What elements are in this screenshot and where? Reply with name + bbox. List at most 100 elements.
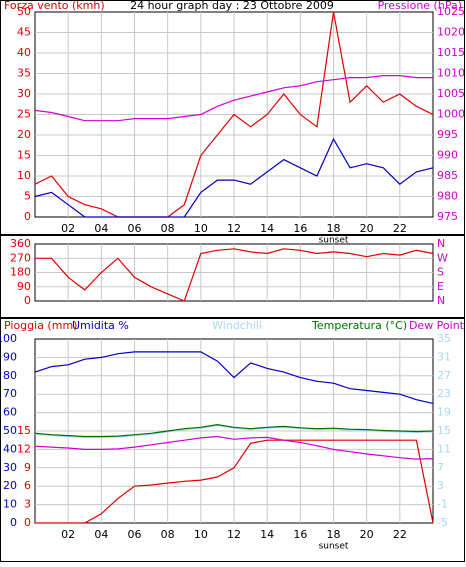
x-tick-label: 22 [393,222,407,235]
x-tick-label: 10 [194,528,208,541]
x-tick-label: 18 [327,528,341,541]
y2-tick-label: -5 [437,516,448,529]
y3-tick-label: 12 [17,442,31,455]
x-tick-label: 12 [227,222,241,235]
y2-tick-label: 1000 [437,108,465,121]
y2-tick-label: 980 [437,190,458,203]
y2-tick-label: 995 [437,128,458,141]
y-tick-label: 40 [3,442,17,455]
y-tick-label: 80 [3,369,17,382]
y3-tick-label: 15 [17,424,31,437]
y-tick-label: 70 [3,387,17,400]
y2-tick-label: 31 [437,350,451,363]
x-tick-label: 02 [61,528,75,541]
legend-entry: Dew Point [409,319,465,332]
x-tick-label: 10 [194,222,208,235]
series-line [35,248,434,302]
y2-tick-label: 990 [437,149,458,162]
y2-tick-label: 27 [437,369,451,382]
y2-tick-label: 19 [437,406,451,419]
y2-tick-label: 35 [437,332,451,345]
y2-tick-label: 985 [437,169,458,182]
y-tick-label: 60 [3,406,17,419]
y-tick-label: 15 [17,149,31,162]
y2-tick-label: 1005 [437,87,465,100]
y2-tick-label: 23 [437,387,451,400]
x-tick-label: 08 [161,222,175,235]
x-tick-label: 18 [327,222,341,235]
y-tick-label: 50 [17,5,31,18]
y-tick-label: 0 [24,294,31,307]
y2-tick-label: 1015 [437,46,465,59]
x-tick-label: 06 [128,528,142,541]
legend-entry: Temperatura (°C) [311,319,407,332]
series-line [35,439,434,524]
legend-entry: Umidita % [72,319,129,332]
y2-tick-label: 975 [437,210,458,223]
y-tick-label: 5 [24,190,31,203]
y2-tick-label: -1 [437,498,448,511]
y2-tick-label: E [437,280,444,293]
y-tick-label: 30 [3,461,17,474]
y-tick-label: 270 [10,251,31,264]
y-tick-label: 10 [17,169,31,182]
x-tick-label: 16 [293,222,307,235]
x-tick-label: 20 [360,222,374,235]
y-tick-label: 360 [10,237,31,250]
x-tick-label: 16 [293,528,307,541]
legend-entry: Windchill [212,319,262,332]
y-tick-label: 90 [17,280,31,293]
y-axis-label: Forza vento (kmh) [4,0,105,12]
x-tick-label: 08 [161,528,175,541]
y-tick-label: 25 [17,108,31,121]
x-tick-label: 12 [227,528,241,541]
x-tick-label: 04 [94,222,108,235]
x-tick-label: 14 [260,222,274,235]
y2-tick-label: S [437,266,444,279]
y-tick-label: 45 [17,26,31,39]
x-tick-label: 04 [94,528,108,541]
y-tick-label: 50 [3,424,17,437]
y-tick-label: 0 [24,210,31,223]
y2-tick-label: N [437,237,445,250]
y2-tick-label: 11 [437,442,451,455]
y-tick-label: 30 [17,87,31,100]
series-line [34,423,434,438]
chart-title: 24 hour graph day : 23 Ottobre 2009 [130,0,334,12]
series-line [34,435,434,460]
y-tick-label: 0 [10,516,17,529]
y3-tick-label: 9 [24,461,31,474]
y3-tick-label: 0 [24,516,31,529]
y3-tick-label: 6 [24,479,31,492]
series-line [34,11,434,218]
series-line [34,137,434,218]
y-tick-label: 100 [0,332,17,345]
annotation: sunset [319,542,349,552]
y-tick-label: 40 [17,46,31,59]
y-tick-label: 20 [17,128,31,141]
y2-tick-label: 1010 [437,67,465,80]
x-tick-label: 02 [61,222,75,235]
y-tick-label: 180 [10,266,31,279]
annotation: sunset [319,236,349,246]
y-tick-label: 10 [3,498,17,511]
x-tick-label: 14 [260,528,274,541]
y2-tick-label: 15 [437,424,451,437]
series-line [34,351,434,404]
y-tick-label: 20 [3,479,17,492]
series-line [34,75,433,122]
x-tick-label: 06 [128,222,142,235]
y2-tick-label: 3 [437,479,444,492]
y2-tick-label: W [437,251,448,264]
y2-tick-label: 7 [437,461,444,474]
y2-tick-label: 1020 [437,26,465,39]
legend-entry: Pioggia (mm) [4,319,77,332]
series-line [34,424,434,438]
y-tick-label: 35 [17,67,31,80]
x-tick-label: 22 [393,528,407,541]
y3-tick-label: 3 [24,498,31,511]
y2-axis-label: Pressione (hPa) [378,0,462,12]
y-tick-label: 90 [3,350,17,363]
x-tick-label: 20 [360,528,374,541]
